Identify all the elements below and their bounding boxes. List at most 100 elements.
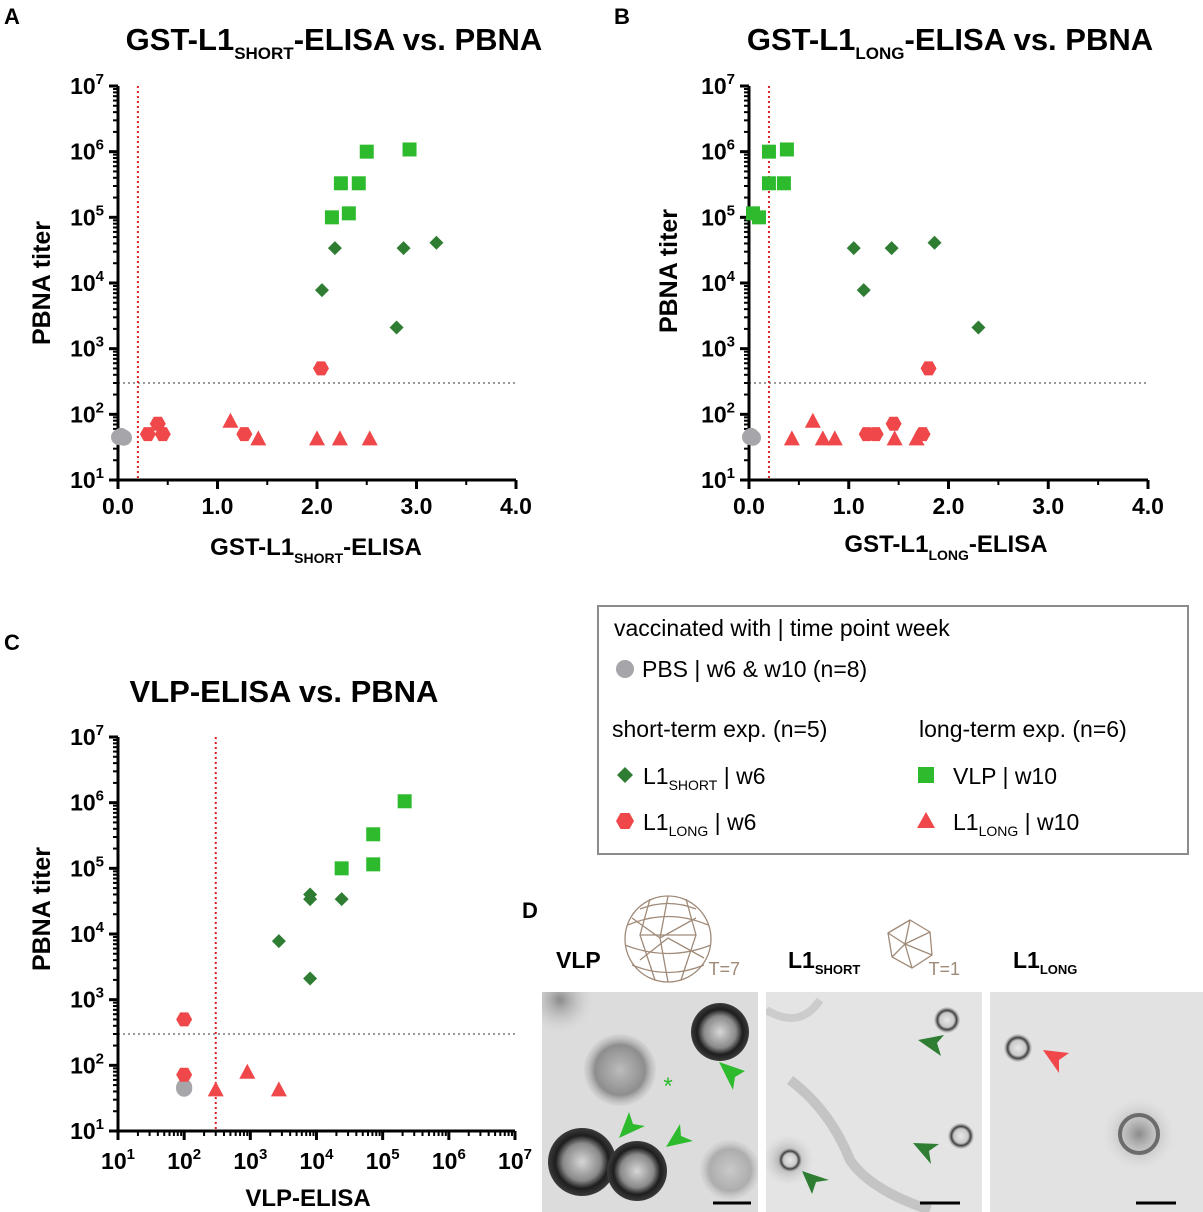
legend-l1long-w6-label: L1LONG | w6 xyxy=(643,809,756,839)
chart-a-point-diamond xyxy=(389,320,404,335)
arrowhead-icon xyxy=(802,1171,829,1194)
chart-b-point-hexagon xyxy=(867,427,884,442)
chart-b-point-triangle xyxy=(814,430,831,446)
panel-label-c: C xyxy=(4,630,20,655)
chart-b-x-tick-label: 1.0 xyxy=(833,493,865,519)
chart-a-title: GST-L1SHORT-ELISA vs. PBNA xyxy=(126,22,543,63)
chart-b-y-tick-label: 103 xyxy=(701,334,735,362)
chart-c-point-hexagon xyxy=(176,1012,193,1027)
chart-a-point-triangle xyxy=(222,412,239,428)
chart-b-y-tick-label: 107 xyxy=(701,71,735,99)
chart-c-y-tick-label: 104 xyxy=(70,919,105,947)
vlp-capsid-icon xyxy=(624,895,712,983)
micrograph-l1short xyxy=(766,992,982,1212)
chart-c-point-triangle xyxy=(270,1081,287,1097)
chart-b-point-triangle xyxy=(783,430,800,446)
legend-box xyxy=(597,605,1189,855)
chart-b-title: GST-L1LONG-ELISA vs. PBNA xyxy=(747,22,1153,63)
chart-c-point-diamond xyxy=(334,892,349,907)
chart-c-ylabel: PBNA titer xyxy=(28,847,56,971)
legend-header: vaccinated with | time point week xyxy=(614,615,950,641)
chart-c-point-triangle xyxy=(239,1063,256,1079)
legend-l1short-marker xyxy=(617,767,633,783)
chart-c-point-square xyxy=(366,827,381,842)
chart-b-point-diamond xyxy=(927,235,942,250)
chart-b-point-circle xyxy=(744,429,761,446)
legend-vlp-label: VLP | w10 xyxy=(953,763,1057,789)
chart-c-x-tick-label: 101 xyxy=(101,1146,135,1174)
arrowhead-icon xyxy=(666,1124,693,1147)
chart-c-point-diamond xyxy=(303,971,318,986)
chart-a-point-hexagon xyxy=(236,427,253,442)
chart-b-point-hexagon xyxy=(920,361,937,376)
chart-a-point-square xyxy=(324,210,339,225)
chart-b-x-tick-label: 3.0 xyxy=(1032,493,1064,519)
chart-c-y-tick-label: 103 xyxy=(70,985,104,1013)
chart-b-point-square xyxy=(779,142,794,157)
chart-c-x-tick-label: 104 xyxy=(300,1146,335,1174)
chart-b-y-tick-label: 102 xyxy=(701,399,735,427)
legend: vaccinated with | time point week PBS | … xyxy=(597,605,1189,855)
chart-c: VLP-ELISA vs. PBNA 101 102 103 104 105 106 107… xyxy=(28,674,532,1212)
panel-d: VLP T=7 L1SHORT T=1 L1LONG * xyxy=(542,895,1203,1212)
arrowhead-icon xyxy=(1043,1050,1069,1073)
panel-d-l1long-label: L1LONG xyxy=(1013,947,1077,977)
panel-d-vlp-label: VLP xyxy=(556,947,601,973)
chart-a-point-triangle xyxy=(309,430,325,446)
arrowhead-icon xyxy=(719,1062,745,1090)
chart-b-plot: 101 102 103 104 105 106 107 0.0 1.0 2.0 3.0 4.0 xyxy=(701,71,1164,519)
chart-b-point-square xyxy=(776,176,791,191)
chart-b-point-diamond xyxy=(884,241,899,256)
chart-a-y-tick-label: 105 xyxy=(70,202,104,230)
chart-b-x-tick-label: 4.0 xyxy=(1132,493,1164,519)
chart-c-y-tick-label: 106 xyxy=(70,788,104,816)
chart-c-x-tick-label: 105 xyxy=(366,1146,400,1174)
panel-label-d: D xyxy=(522,898,538,923)
chart-a-plot: 101 102 103 104 105 106 107 0.0 1.0 2.0 3.0 4.0 xyxy=(70,71,532,519)
chart-c-point-diamond xyxy=(303,887,318,902)
chart-c-point-square xyxy=(366,857,381,872)
chart-c-plot: 101 102 103 104 105 106 107 101 102 103 104 105 106 1… xyxy=(70,722,532,1174)
chart-a-x-tick-label: 2.0 xyxy=(301,493,333,519)
chart-b-xlabel: GST-L1LONG-ELISA xyxy=(844,531,1047,563)
chart-c-y-tick-label: 105 xyxy=(70,853,104,881)
chart-c-title: VLP-ELISA vs. PBNA xyxy=(130,674,439,709)
chart-b-y-tick-label: 101 xyxy=(701,465,735,493)
chart-a-x-tick-label: 1.0 xyxy=(202,493,234,519)
chart-b-y-tick-label: 106 xyxy=(701,137,735,165)
chart-a-y-tick-label: 101 xyxy=(70,465,104,493)
chart-a-point-square xyxy=(359,144,374,159)
chart-a-point-circle xyxy=(115,429,132,446)
chart-b-point-hexagon xyxy=(885,416,902,431)
chart-b-x-tick-label: 2.0 xyxy=(933,493,965,519)
panel-d-vlp-t: T=7 xyxy=(708,959,740,979)
chart-c-point-hexagon xyxy=(176,1067,193,1082)
chart-b-point-diamond xyxy=(846,241,861,256)
legend-pbs-marker xyxy=(616,660,634,678)
chart-c-x-tick-label: 106 xyxy=(432,1146,466,1174)
chart-c-x-tick-label: 103 xyxy=(233,1146,267,1174)
legend-pbs-label: PBS | w6 & w10 (n=8) xyxy=(642,656,867,682)
chart-b-point-square xyxy=(761,144,776,159)
chart-c-xlabel: VLP-ELISA xyxy=(245,1185,370,1212)
chart-a-point-square xyxy=(333,176,348,191)
chart-b-point-triangle xyxy=(908,430,925,446)
chart-b-point-triangle xyxy=(886,430,903,446)
panel-d-l1short-t: T=1 xyxy=(928,959,960,979)
chart-a-point-diamond xyxy=(327,241,342,256)
chart-a-y-tick-label: 104 xyxy=(70,268,105,296)
legend-short-heading: short-term exp. (n=5) xyxy=(612,716,827,742)
micrograph-l1long xyxy=(990,992,1203,1212)
chart-a-y-tick-label: 107 xyxy=(70,71,104,99)
chart-a-point-diamond xyxy=(429,235,444,250)
panel-d-l1short-label: L1SHORT xyxy=(788,947,860,977)
chart-a: GST-L1SHORT-ELISA vs. PBNA 1011021031041… xyxy=(28,22,542,566)
chart-a-point-hexagon xyxy=(312,361,329,376)
chart-c-x-tick-label: 102 xyxy=(167,1146,201,1174)
chart-b-point-triangle xyxy=(804,412,821,428)
chart-a-ylabel: PBNA titer xyxy=(28,221,56,345)
chart-a-xlabel: GST-L1SHORT-ELISA xyxy=(210,534,422,566)
chart-a-x-tick-label: 0.0 xyxy=(102,493,134,519)
chart-b-point-square xyxy=(761,176,776,191)
micrograph-vlp xyxy=(542,992,758,1212)
